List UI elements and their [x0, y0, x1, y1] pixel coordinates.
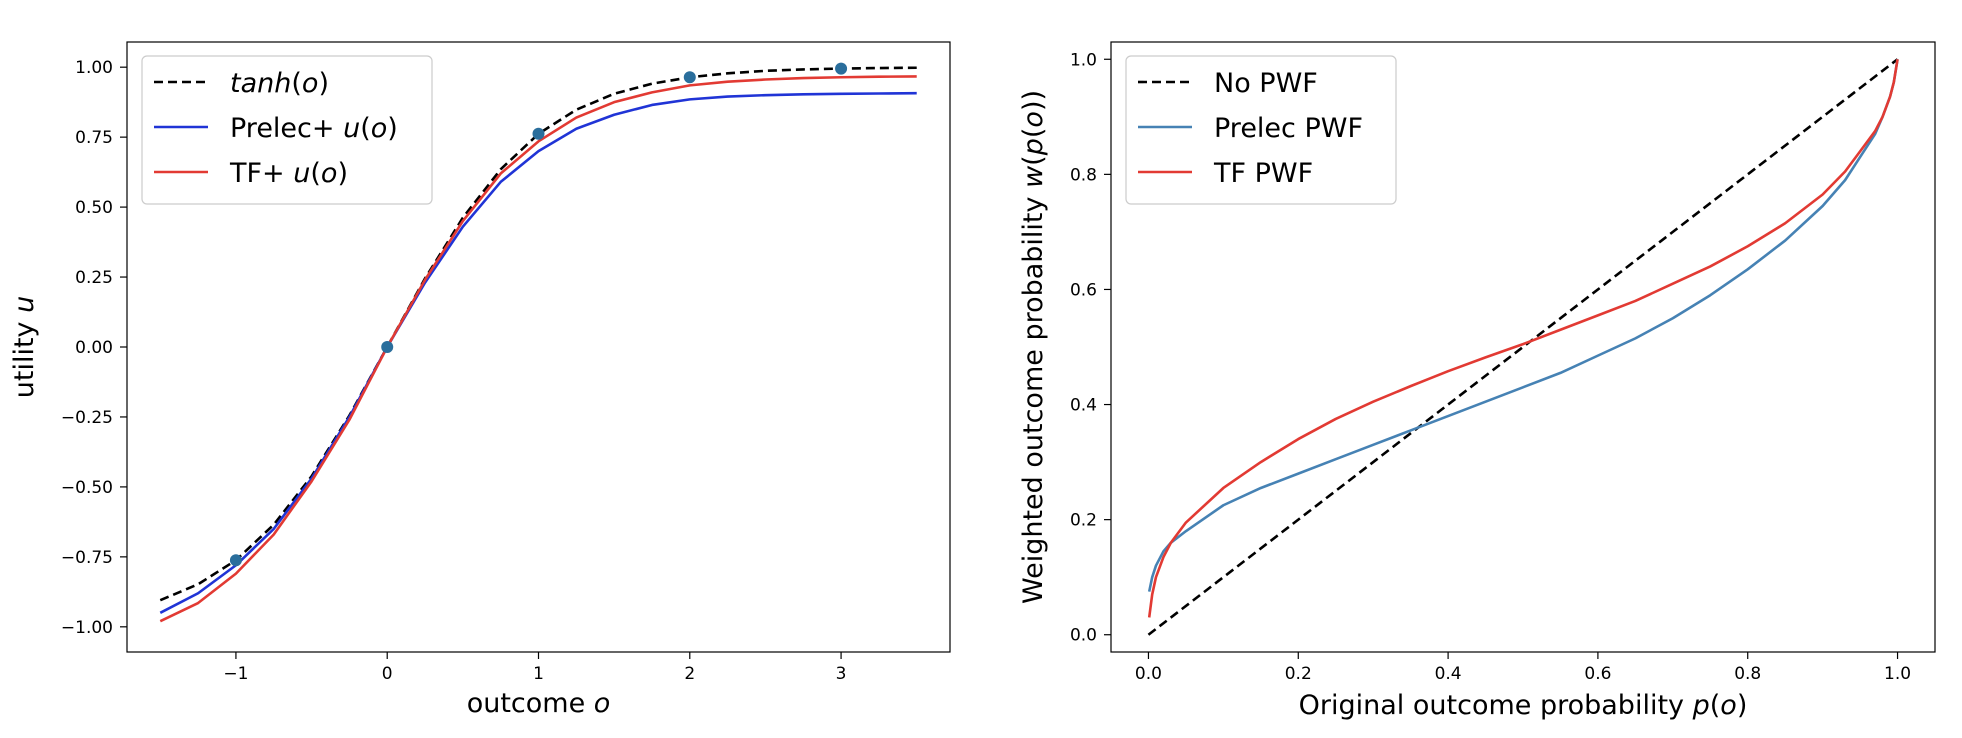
y-tick-label: 0.25: [75, 268, 113, 288]
y-tick-label: 1.00: [75, 58, 113, 78]
chart-2: 0.0 0.2 0.4 0.6 0.8 1.0 0.0 0.2 0.4 0.6 0.8 1.0 Orig…: [1018, 41, 1936, 721]
plot-area: [1147, 58, 1899, 636]
legend-label: No PWF: [1214, 68, 1318, 99]
y-tick-label: 0.75: [75, 128, 113, 148]
series-line-2: [159, 91, 917, 614]
y-tick-label: 0.8: [1070, 165, 1097, 185]
series-line-2: [1147, 59, 1899, 592]
legend-box: [141, 55, 433, 205]
legend-box: [1125, 55, 1397, 205]
y-tick-label: −0.75: [61, 548, 113, 568]
series-line-3: [159, 75, 917, 623]
x-axis-label: outcome o: [467, 688, 611, 719]
scatter-point: [229, 554, 242, 567]
legend-label: Prelec PWF: [1214, 113, 1363, 144]
legend-label: TF+ u(o): [229, 158, 348, 189]
scatter-point: [835, 62, 848, 75]
x-tick-label: 3: [836, 664, 847, 684]
x-tick-label: 1.0: [1884, 664, 1911, 684]
chart-1: −1 0 1 2 3 −1.00 −0.75 −0.50 −0.25 0.00 0.25 0.50 0.…: [9, 41, 951, 719]
x-tick-label: 0.6: [1584, 664, 1611, 684]
x-tick-label: −1: [223, 664, 248, 684]
legend-label: TF PWF: [1213, 158, 1313, 189]
series-line-1: [1147, 58, 1899, 636]
series-line-1: [159, 66, 917, 602]
legend-label: Prelec+ u(o): [230, 113, 398, 144]
scatter-point: [381, 341, 394, 353]
y-tick-label: 1.0: [1070, 50, 1097, 70]
x-tick-label: 0.0: [1135, 664, 1162, 684]
x-tick-label: 0.8: [1734, 664, 1761, 684]
y-tick-label: 0.4: [1070, 396, 1097, 416]
y-axis-label: utility u: [9, 296, 40, 398]
y-tick-label: 0.50: [75, 198, 113, 218]
y-tick-label: −1.00: [61, 618, 113, 638]
legend: No PWF Prelec PWF TF PWF: [1125, 55, 1397, 205]
plot-area: [159, 62, 917, 623]
x-axis-label: Original outcome probability p(o): [1299, 690, 1748, 721]
axes-frame: [1110, 41, 1936, 653]
x-tick-label: 0: [382, 664, 393, 684]
y-tick-label: 0.00: [75, 338, 113, 358]
y-tick-label: −0.50: [61, 478, 113, 498]
y-tick-label: −0.25: [61, 408, 113, 428]
x-tick-label: 1: [533, 664, 544, 684]
x-tick-label: 0.4: [1435, 664, 1462, 684]
scatter-point: [683, 71, 696, 84]
legend-label: tanh(o): [230, 68, 329, 99]
legend: tanh(o) Prelec+ u(o) TF+ u(o): [141, 55, 433, 205]
y-tick-label: 0.2: [1070, 511, 1097, 531]
y-tick-label: 0.6: [1070, 280, 1097, 300]
scatter-point: [532, 127, 545, 140]
y-tick-label: 0.0: [1070, 626, 1097, 646]
x-tick-label: 0.2: [1285, 664, 1312, 684]
x-tick-label: 2: [684, 664, 695, 684]
y-axis-label: Weighted outcome probability w(p(o)): [1018, 90, 1049, 604]
series-line-3: [1147, 59, 1899, 618]
